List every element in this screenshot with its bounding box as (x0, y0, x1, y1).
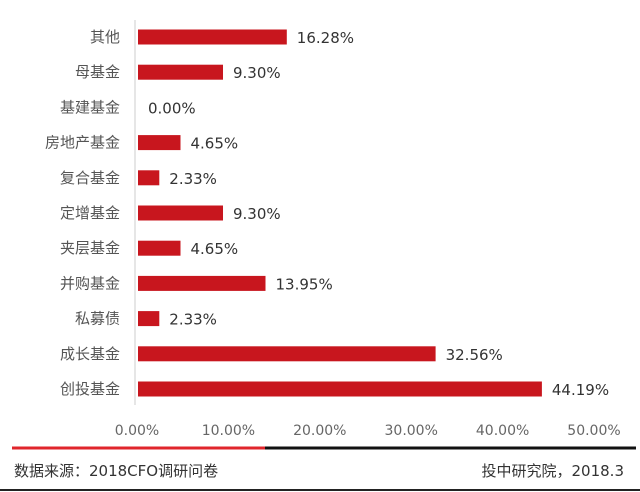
credit-note: 投中研究院，2018.3 (481, 462, 625, 480)
category-label: 复合基金 (60, 169, 120, 187)
category-label: 夹层基金 (60, 239, 120, 257)
category-label: 基建基金 (60, 98, 120, 116)
category-label: 其他 (90, 28, 120, 46)
x-tick-label: 10.00% (202, 423, 255, 439)
bar (138, 275, 266, 291)
source-note: 数据来源：2018CFO调研问卷 (14, 462, 219, 480)
category-label: 房地产基金 (45, 134, 120, 152)
value-label: 16.28% (297, 29, 354, 47)
bar (138, 29, 287, 45)
value-label: 13.95% (276, 275, 333, 293)
value-label: 2.33% (169, 311, 217, 329)
x-tick-label: 0.00% (115, 423, 159, 439)
category-label: 并购基金 (60, 274, 120, 292)
value-label: 4.65% (191, 135, 239, 153)
bar (138, 381, 542, 397)
bar (138, 205, 224, 221)
category-label: 成长基金 (60, 345, 120, 363)
x-tick-label: 30.00% (385, 423, 438, 439)
x-tick-label: 20.00% (293, 423, 346, 439)
bar (138, 135, 181, 151)
value-label: 44.19% (552, 381, 609, 399)
category-label: 私募债 (75, 310, 120, 328)
bar (138, 64, 224, 80)
bar (138, 170, 160, 186)
bar (138, 346, 436, 362)
category-label: 创投基金 (60, 380, 120, 398)
bar (138, 240, 181, 256)
x-tick-label: 40.00% (476, 423, 529, 439)
value-label: 9.30% (233, 64, 281, 82)
value-label: 4.65% (191, 240, 239, 258)
value-label: 9.30% (233, 205, 281, 223)
value-label: 2.33% (169, 170, 217, 188)
category-label: 定增基金 (60, 204, 120, 222)
bar (138, 311, 160, 327)
x-tick-label: 50.00% (567, 423, 620, 439)
value-label: 32.56% (446, 346, 503, 364)
category-label: 母基金 (75, 63, 120, 81)
value-label: 0.00% (148, 99, 196, 117)
